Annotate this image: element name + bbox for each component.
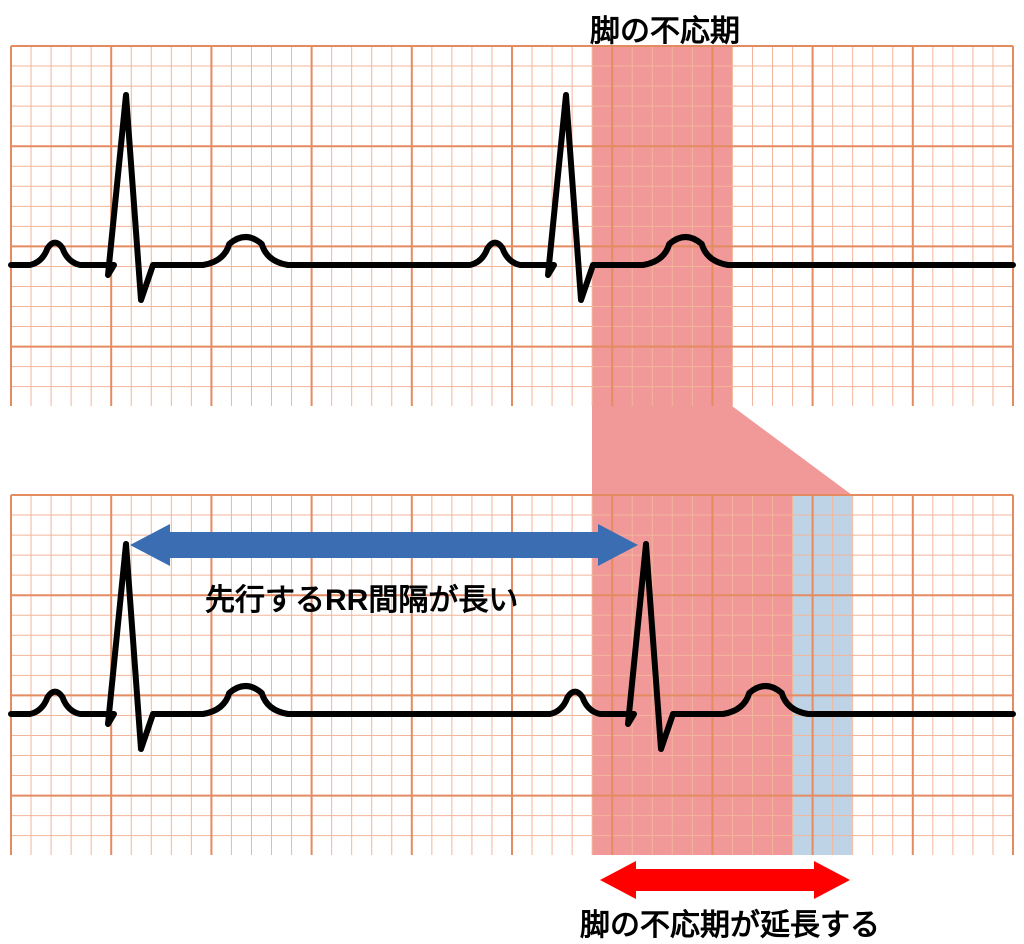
arrow-refractory-extension <box>600 861 850 899</box>
figure-container: 脚の不応期 先行するRR間隔が長い 脚の不応期が延長する <box>0 0 1024 939</box>
arrow-rr-interval <box>130 524 638 566</box>
label-refractory-prolonged: 脚の不応期が延長する <box>580 900 880 944</box>
ecg-grid <box>11 46 1013 406</box>
label-long-rr-interval: 先行するRR間隔が長い <box>205 575 518 619</box>
ecg-figure <box>0 0 1024 939</box>
label-refractory-period: 脚の不応期 <box>590 6 740 50</box>
